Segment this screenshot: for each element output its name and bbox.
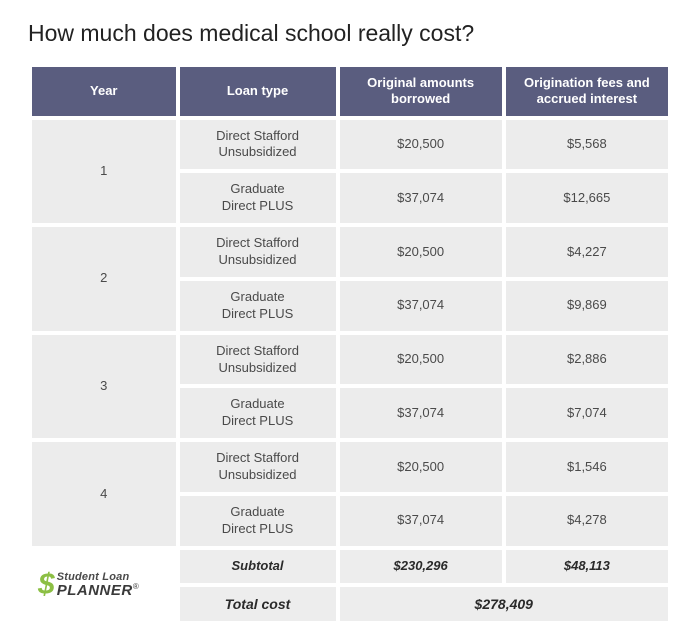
cell-borrowed: $20,500	[340, 120, 502, 170]
cell-borrowed: $37,074	[340, 388, 502, 438]
logo-cell: $Student LoanPLANNER®	[32, 550, 176, 621]
subtotal-borrowed: $230,296	[340, 550, 502, 583]
cell-loan-type: Direct StaffordUnsubsidized	[180, 442, 336, 492]
cell-loan-type: GraduateDirect PLUS	[180, 173, 336, 223]
col-fees: Origination fees and accrued interest	[506, 67, 668, 116]
cell-borrowed: $20,500	[340, 335, 502, 385]
dollar-icon: $	[38, 570, 55, 600]
cell-year: 3	[32, 335, 176, 439]
col-year: Year	[32, 67, 176, 116]
cell-fees: $9,869	[506, 281, 668, 331]
cell-year: 2	[32, 227, 176, 331]
table-row: 2Direct StaffordUnsubsidized$20,500$4,22…	[32, 227, 668, 277]
cell-borrowed: $20,500	[340, 442, 502, 492]
table-row: 1Direct StaffordUnsubsidized$20,500$5,56…	[32, 120, 668, 170]
cell-loan-type: GraduateDirect PLUS	[180, 388, 336, 438]
table-row: 3Direct StaffordUnsubsidized$20,500$2,88…	[32, 335, 668, 385]
cell-borrowed: $37,074	[340, 281, 502, 331]
total-value: $278,409	[340, 587, 668, 621]
cell-loan-type: GraduateDirect PLUS	[180, 281, 336, 331]
cell-loan-type: Direct StaffordUnsubsidized	[180, 120, 336, 170]
cell-fees: $7,074	[506, 388, 668, 438]
table-row: 4Direct StaffordUnsubsidized$20,500$1,54…	[32, 442, 668, 492]
cell-year: 4	[32, 442, 176, 546]
cell-year: 1	[32, 120, 176, 224]
cell-fees: $2,886	[506, 335, 668, 385]
col-borrowed: Original amounts borrowed	[340, 67, 502, 116]
col-loantype: Loan type	[180, 67, 336, 116]
cell-borrowed: $20,500	[340, 227, 502, 277]
cell-fees: $5,568	[506, 120, 668, 170]
subtotal-row: $Student LoanPLANNER®Subtotal$230,296$48…	[32, 550, 668, 583]
subtotal-fees: $48,113	[506, 550, 668, 583]
cell-fees: $4,278	[506, 496, 668, 546]
cell-fees: $12,665	[506, 173, 668, 223]
cell-borrowed: $37,074	[340, 496, 502, 546]
cost-table: Year Loan type Original amounts borrowed…	[28, 63, 672, 625]
logo-bottom-text: PLANNER®	[57, 583, 139, 598]
cell-fees: $1,546	[506, 442, 668, 492]
cell-loan-type: GraduateDirect PLUS	[180, 496, 336, 546]
subtotal-label: Subtotal	[180, 550, 336, 583]
cell-borrowed: $37,074	[340, 173, 502, 223]
brand-logo: $Student LoanPLANNER®	[38, 570, 170, 600]
cell-fees: $4,227	[506, 227, 668, 277]
total-label: Total cost	[180, 587, 336, 621]
page-title: How much does medical school really cost…	[28, 20, 672, 47]
cell-loan-type: Direct StaffordUnsubsidized	[180, 335, 336, 385]
cell-loan-type: Direct StaffordUnsubsidized	[180, 227, 336, 277]
table-header-row: Year Loan type Original amounts borrowed…	[32, 67, 668, 116]
